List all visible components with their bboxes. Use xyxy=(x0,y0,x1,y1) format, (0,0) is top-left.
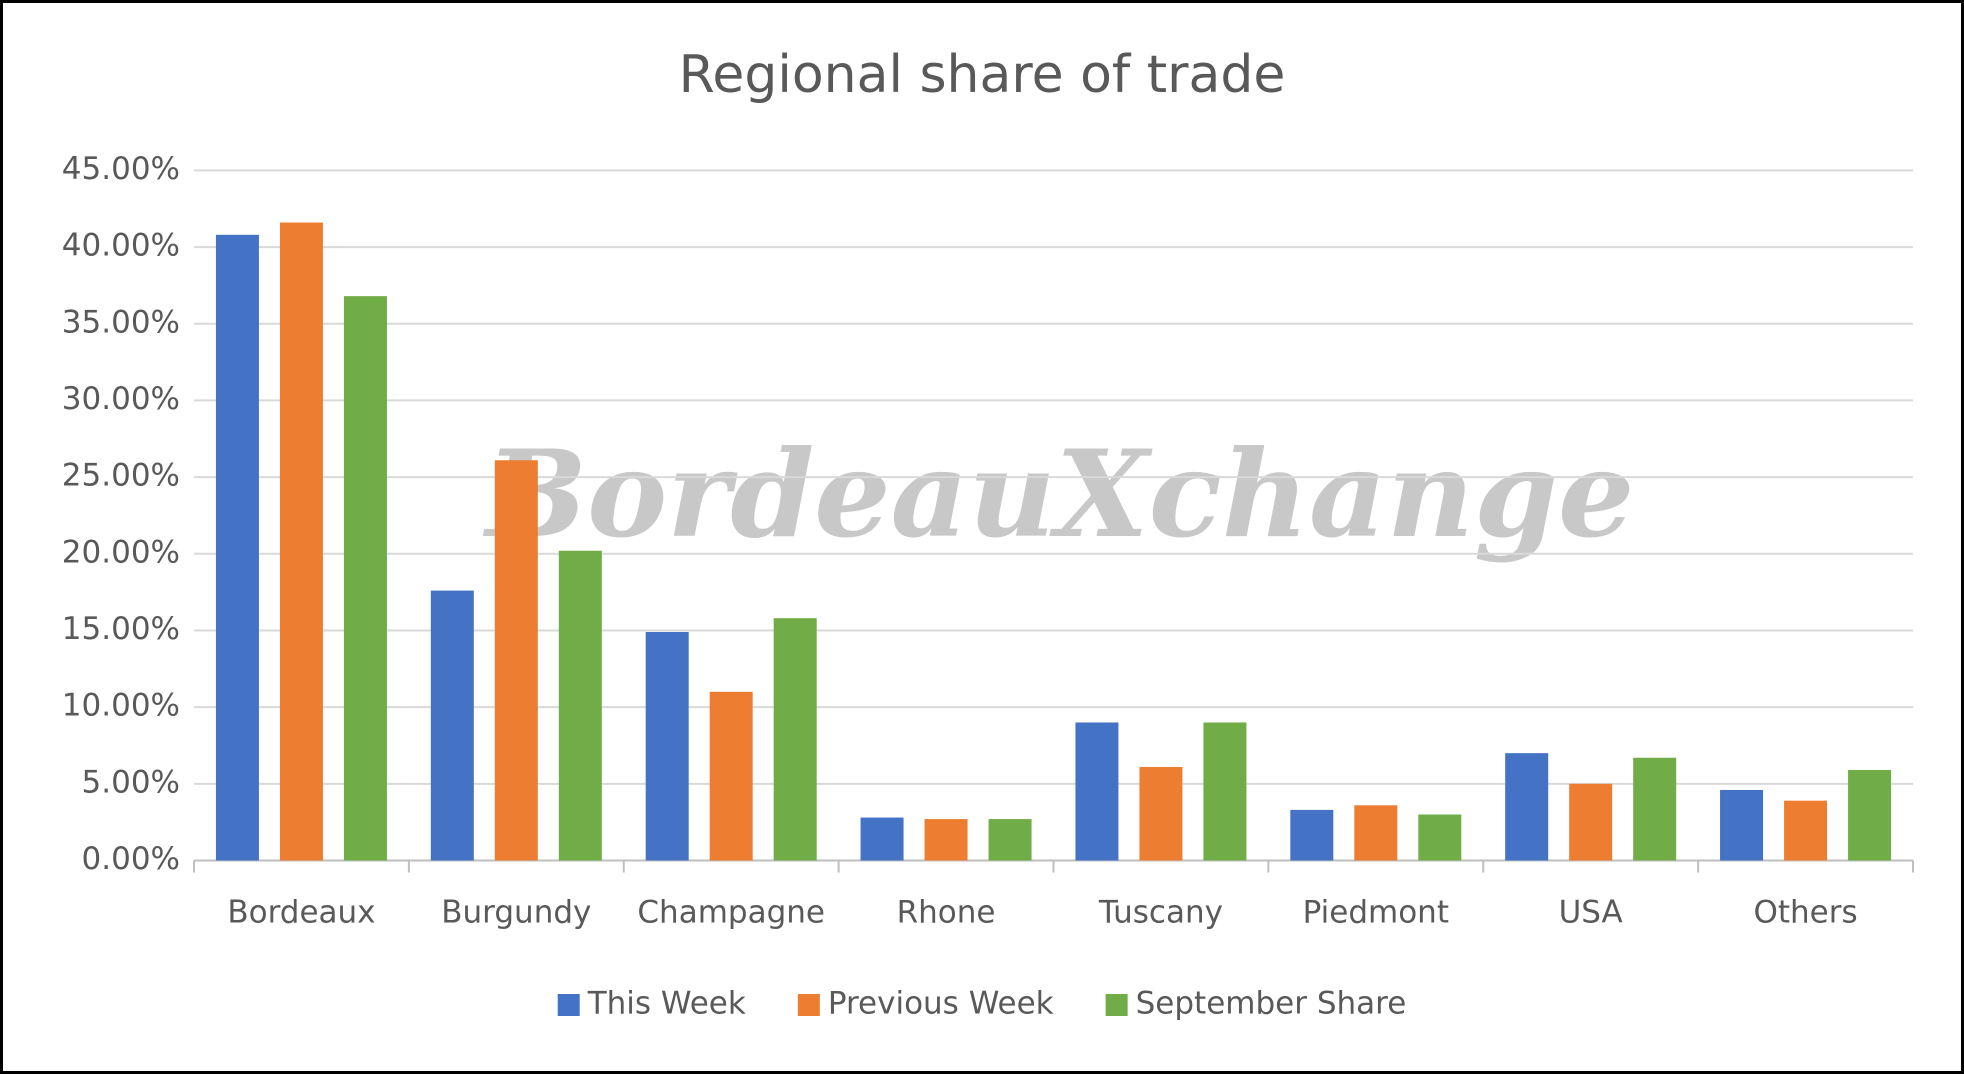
bar xyxy=(1203,722,1247,861)
y-tick-label: 45.00% xyxy=(62,151,180,187)
bar xyxy=(988,819,1032,861)
chart-title: Regional share of trade xyxy=(679,45,1286,105)
x-tick-label: Bordeaux xyxy=(227,895,375,931)
bar xyxy=(924,819,968,861)
y-tick-label: 10.00% xyxy=(62,688,180,724)
bar xyxy=(1418,814,1462,861)
bar xyxy=(215,234,259,861)
bar xyxy=(860,817,904,861)
y-tick-label: 25.00% xyxy=(62,458,180,494)
bar xyxy=(773,618,817,861)
watermark: BordeauXchange xyxy=(483,424,1635,565)
x-tick-label: Tuscany xyxy=(1098,895,1223,931)
x-tick-label: Others xyxy=(1753,895,1857,931)
x-tick-label: Burgundy xyxy=(441,895,591,931)
x-tick-label: USA xyxy=(1559,895,1623,931)
legend-label: Previous Week xyxy=(828,986,1054,1022)
bar xyxy=(709,691,753,861)
legend-label: September Share xyxy=(1136,986,1407,1022)
y-tick-label: 0.00% xyxy=(82,841,180,877)
y-tick-label: 15.00% xyxy=(62,611,180,647)
bar xyxy=(1139,766,1183,861)
y-tick-label: 40.00% xyxy=(62,228,180,264)
y-tick-label: 5.00% xyxy=(82,764,180,800)
bar xyxy=(1354,805,1398,861)
bar xyxy=(1720,789,1764,861)
y-tick-label: 35.00% xyxy=(62,304,180,340)
y-tick-label: 30.00% xyxy=(62,381,180,417)
legend-label: This Week xyxy=(587,986,746,1022)
legend-swatch xyxy=(1105,994,1128,1016)
bar xyxy=(1633,757,1677,861)
x-tick-label: Rhone xyxy=(897,895,996,931)
legend-swatch xyxy=(797,994,820,1016)
bar xyxy=(1784,800,1828,861)
bar xyxy=(343,296,387,861)
y-tick-label: 20.00% xyxy=(62,534,180,570)
bar xyxy=(1290,809,1334,861)
bar xyxy=(1505,753,1549,861)
legend-swatch xyxy=(557,994,580,1016)
bar xyxy=(1569,783,1613,861)
x-tick-label: Piedmont xyxy=(1303,895,1449,931)
bar xyxy=(1848,770,1892,861)
bar xyxy=(494,460,538,861)
bar xyxy=(558,550,602,861)
bar xyxy=(645,632,689,861)
bar xyxy=(430,590,474,861)
bar xyxy=(279,222,323,861)
x-tick-label: Champagne xyxy=(637,895,825,931)
bar xyxy=(1075,722,1119,861)
